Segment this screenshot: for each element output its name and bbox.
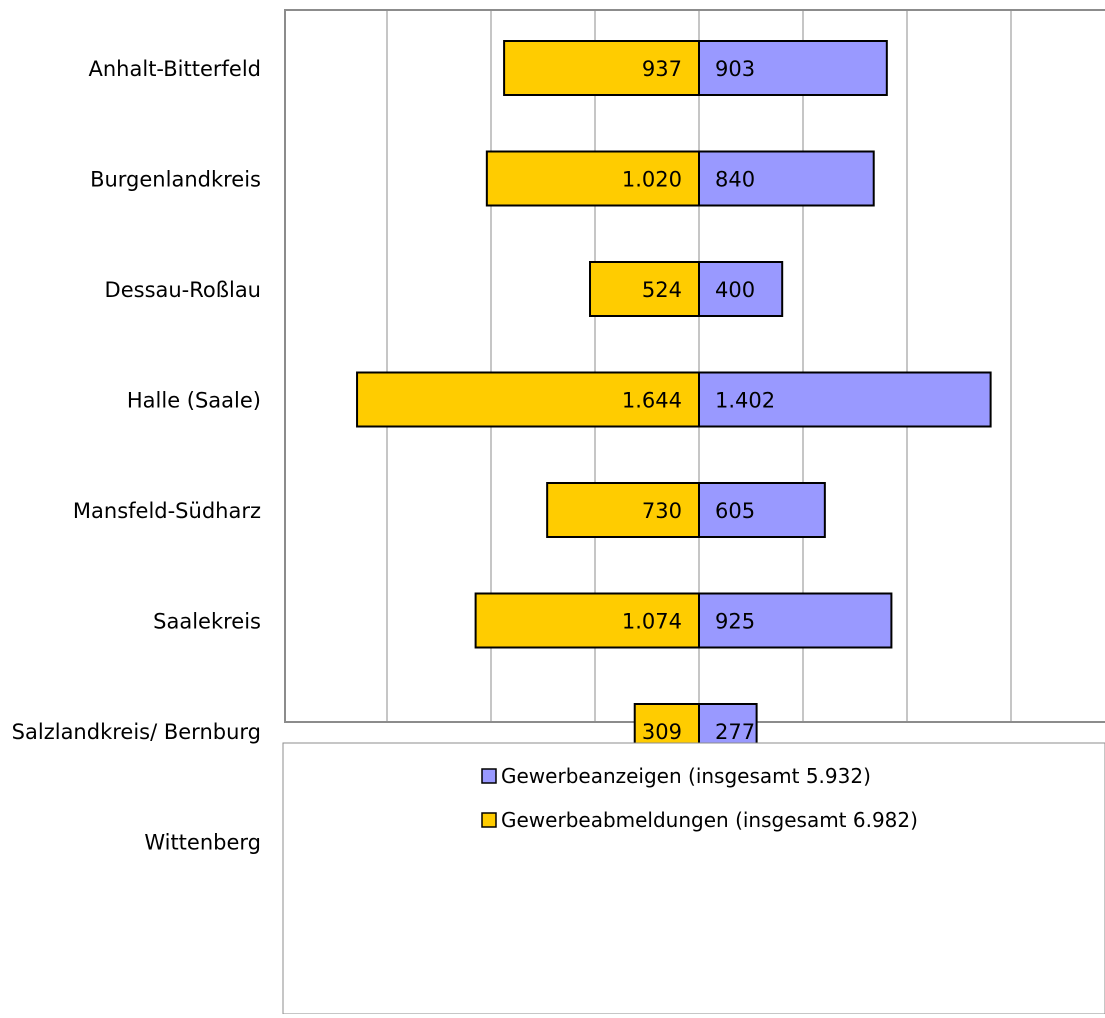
bar-gewerbeanzeigen bbox=[698, 261, 784, 317]
category-label: Halle (Saale) bbox=[127, 389, 261, 413]
data-label-gewerbeabmeldungen: 1.020 bbox=[622, 168, 682, 192]
data-label-gewerbeanzeigen: 925 bbox=[715, 610, 755, 634]
category-label: Saalekreis bbox=[153, 610, 261, 634]
category-labels: Anhalt-Bitterfeld Burgenlandkreis Dessau-R… bbox=[12, 57, 261, 855]
data-label-gewerbeanzeigen: 400 bbox=[715, 278, 755, 302]
legend-swatch bbox=[481, 812, 497, 828]
category-label: Dessau-Roßlau bbox=[105, 278, 261, 302]
category-label: Wittenberg bbox=[144, 831, 261, 855]
bar-gewerbeanzeigen bbox=[698, 482, 826, 538]
legend-box bbox=[282, 742, 1105, 1015]
category-label: Burgenlandkreis bbox=[90, 168, 261, 192]
data-label-gewerbeanzeigen: 903 bbox=[715, 57, 755, 81]
data-label-gewerbeanzeigen: 277 bbox=[715, 720, 755, 744]
legend-swatch bbox=[481, 768, 497, 784]
legend-label: Gewerbeanzeigen (insgesamt 5.932) bbox=[501, 764, 871, 788]
data-label-gewerbeanzeigen: 1.402 bbox=[715, 389, 775, 413]
bar-gewerbeabmeldungen bbox=[356, 371, 700, 428]
category-label: Salzlandkreis/ Bernburg bbox=[12, 720, 261, 744]
category-label: Anhalt-Bitterfeld bbox=[89, 57, 262, 81]
data-label-gewerbeanzeigen: 605 bbox=[715, 499, 755, 523]
category-label: Mansfeld-Südharz bbox=[73, 499, 261, 523]
bar-gewerbeabmeldungen bbox=[474, 592, 700, 649]
data-label-gewerbeabmeldungen: 309 bbox=[642, 720, 682, 744]
legend-label: Gewerbeabmeldungen (insgesamt 6.982) bbox=[501, 808, 918, 832]
bar-gewerbeabmeldungen bbox=[503, 40, 700, 96]
data-label-gewerbeabmeldungen: 937 bbox=[642, 57, 682, 81]
data-label-gewerbeanzeigen: 840 bbox=[715, 168, 755, 192]
bar-gewerbeabmeldungen bbox=[589, 261, 700, 317]
bar-gewerbeanzeigen bbox=[698, 40, 888, 96]
data-label-gewerbeabmeldungen: 1.074 bbox=[622, 610, 682, 634]
data-label-gewerbeabmeldungen: 730 bbox=[642, 499, 682, 523]
data-label-gewerbeabmeldungen: 524 bbox=[642, 278, 682, 302]
data-label-gewerbeabmeldungen: 1.644 bbox=[622, 389, 682, 413]
bar-gewerbeanzeigen bbox=[698, 371, 992, 428]
bar-gewerbeabmeldungen bbox=[485, 150, 700, 207]
legend: Gewerbeanzeigen (insgesamt 5.932) Gewerbe… bbox=[481, 764, 918, 832]
bar-gewerbeabmeldungen bbox=[546, 482, 700, 538]
